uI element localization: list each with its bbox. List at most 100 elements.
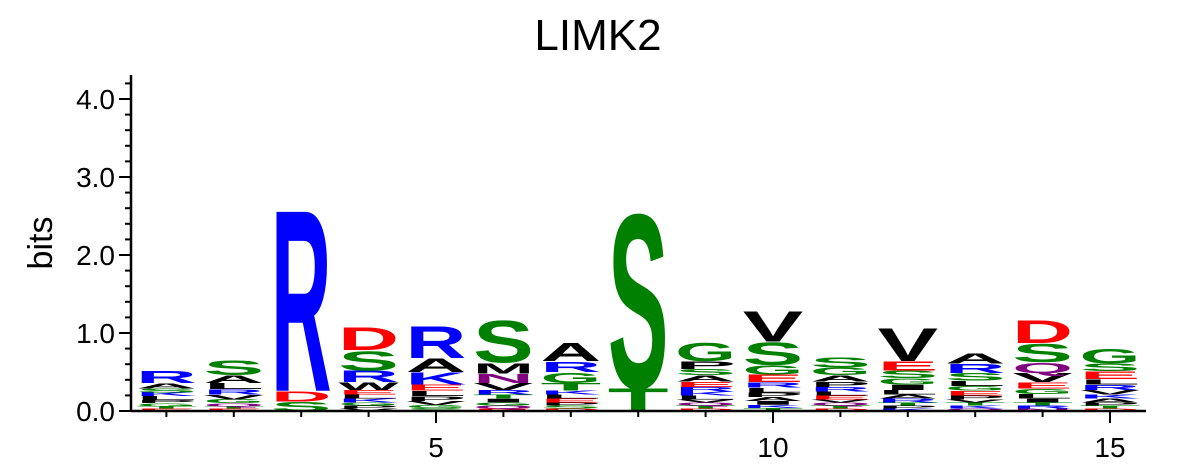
logo-letter-V: V — [743, 303, 803, 351]
logo-letter-A: A — [810, 374, 871, 384]
logo-letter-K: K — [1080, 394, 1141, 400]
logo-letter-T: T — [945, 402, 1006, 407]
logo-letter-G: G — [136, 402, 197, 407]
logo-letter-A: A — [136, 382, 197, 391]
logo-letter-R: R — [877, 398, 938, 404]
x-tick-label: 10 — [757, 432, 788, 463]
logo-letter-L: L — [743, 386, 804, 393]
logo-letter-R: R — [1012, 405, 1073, 410]
logo-letter-P: P — [338, 405, 399, 410]
logo-letter-V: V — [878, 319, 938, 372]
logo-letter-V: V — [1080, 389, 1141, 396]
logo-letter-L: L — [1080, 378, 1141, 387]
logo-letter-S: S — [338, 345, 399, 376]
logo-letter-L: L — [203, 381, 264, 391]
logo-letter-E: E — [1012, 381, 1073, 391]
logo-letter-G: G — [338, 402, 399, 407]
logo-letter-T: T — [203, 406, 264, 410]
logo-letter-I: I — [473, 398, 534, 404]
logo-letter-K: K — [136, 391, 197, 397]
logo-letter-E: E — [945, 390, 1006, 397]
logo-letter-L: L — [1012, 393, 1073, 400]
logo-letter-S: S — [1012, 339, 1073, 368]
logo-letter-Q: Q — [473, 405, 534, 410]
logo-letter-T: T — [810, 405, 871, 410]
y-tick-label: 4.0 — [76, 84, 115, 115]
logo-letter-M: M — [473, 360, 534, 377]
logo-letter-S: S — [136, 387, 197, 393]
logo-letter-E: E — [540, 398, 601, 404]
logo-letter-K: K — [675, 390, 736, 396]
chart-title: LIMK2 — [534, 11, 661, 60]
logo-letter-D: D — [271, 388, 332, 405]
logo-letter-D: D — [1012, 314, 1073, 350]
logo-letter-R: R — [540, 358, 601, 375]
logo-letter-R: R — [136, 367, 197, 386]
logo-letter-P: P — [136, 399, 197, 404]
logo-letter-G: G — [810, 365, 871, 377]
logo-letter-P: P — [743, 391, 804, 398]
logo-letter-E: E — [1080, 369, 1141, 381]
logo-letter-Q: Q — [675, 402, 736, 407]
logo-letter-G: G — [945, 385, 1006, 392]
logo-letter-G: G — [1080, 344, 1141, 368]
logo-letter-R: R — [203, 388, 264, 397]
logo-letter-E: E — [406, 383, 467, 393]
y-tick-label: 3.0 — [76, 162, 115, 193]
logo-letter-G: G — [675, 338, 736, 367]
logo-letter-R: R — [945, 361, 1006, 375]
logo-letter-R: R — [338, 367, 399, 385]
logo-letter-S: S — [406, 407, 467, 412]
logo-letter-K: K — [540, 390, 601, 396]
axes: 0.0 1.0 2.0 3.0 4.0 5 10 15 — [76, 75, 1146, 463]
logo-column-8: TS — [608, 162, 669, 441]
logo-letter-D: D — [338, 321, 399, 357]
logo-letter-G: G — [1012, 387, 1073, 395]
logo-letter-S: S — [743, 336, 804, 372]
logo-letter-A: A — [540, 338, 601, 367]
logo-letter-R: R — [1080, 383, 1141, 392]
logo-letter-I: I — [743, 400, 804, 406]
logo-letter-V: V — [675, 398, 736, 403]
logo-letter-L: L — [406, 389, 467, 398]
logo-letter-G: G — [203, 398, 264, 404]
logo-letter-V: V — [1012, 370, 1072, 385]
logo-letter-V: V — [406, 400, 467, 406]
logo-letter-G: G — [540, 369, 601, 386]
logo-letter-Q: Q — [1012, 359, 1073, 376]
logo-letter-S: S — [810, 354, 871, 371]
logo-letter-S: S — [877, 368, 938, 380]
logo-letter-A: A — [1080, 398, 1141, 404]
logo-letter-L: L — [540, 394, 601, 400]
logo-letter-S: S — [540, 405, 601, 410]
logo-letter-E: E — [877, 359, 938, 374]
logo-letter-E: E — [810, 394, 871, 400]
logo-letter-P: P — [810, 380, 871, 388]
logo-letter-L: L — [136, 395, 197, 401]
logo-letter-P: P — [675, 359, 736, 371]
logo-letter-E: E — [675, 380, 736, 388]
logo-letter-I: I — [877, 383, 938, 391]
logo-letter-S: S — [203, 356, 264, 380]
logo-letter-R: R — [743, 381, 804, 390]
logo-letter-T: T — [136, 406, 197, 410]
logo-letter-Q: Q — [203, 402, 264, 407]
logo-letter-V: V — [945, 398, 1006, 403]
logo-letter-V: V — [204, 393, 265, 400]
logo-letter-I: I — [1012, 398, 1073, 404]
logo-letter-L: L — [338, 394, 399, 400]
logo-letter-Q: Q — [810, 402, 871, 407]
logo-letter-R: R — [406, 318, 467, 369]
logo-letter-S: S — [675, 367, 736, 377]
